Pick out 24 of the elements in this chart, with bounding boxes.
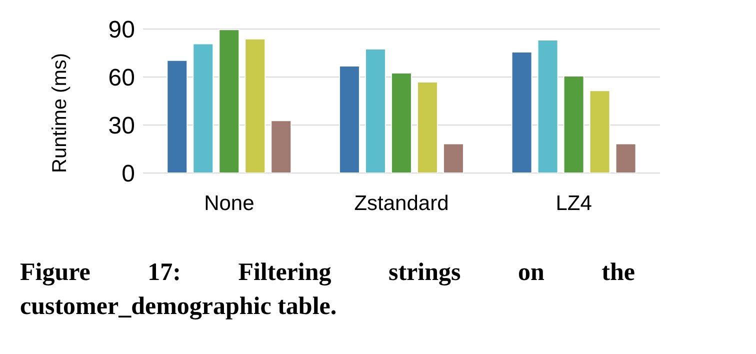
y-tick-label: 0 bbox=[122, 160, 135, 188]
bar bbox=[218, 29, 240, 173]
bar bbox=[511, 52, 532, 173]
y-tick-label: 90 bbox=[108, 16, 135, 44]
bar bbox=[416, 81, 438, 173]
bar bbox=[615, 143, 636, 173]
bar bbox=[244, 38, 266, 173]
x-tick-label: Zstandard bbox=[354, 192, 449, 215]
x-tick-label: None bbox=[204, 192, 254, 215]
bar bbox=[589, 90, 610, 173]
y-tick-label: 60 bbox=[108, 64, 135, 92]
x-tick-label: LZ4 bbox=[556, 192, 592, 215]
bar bbox=[537, 40, 558, 173]
y-tick-label: 30 bbox=[108, 112, 135, 140]
bar bbox=[563, 76, 584, 173]
bar bbox=[338, 65, 360, 173]
bar bbox=[390, 72, 412, 173]
bar bbox=[364, 48, 386, 173]
bar bbox=[442, 143, 464, 173]
caption: Figure 17: Filtering strings on the customer_demographic table. bbox=[20, 258, 635, 322]
bar bbox=[166, 60, 188, 173]
bar bbox=[270, 120, 292, 173]
y-axis-title: Runtime (ms) bbox=[49, 52, 72, 173]
bar bbox=[192, 43, 214, 173]
